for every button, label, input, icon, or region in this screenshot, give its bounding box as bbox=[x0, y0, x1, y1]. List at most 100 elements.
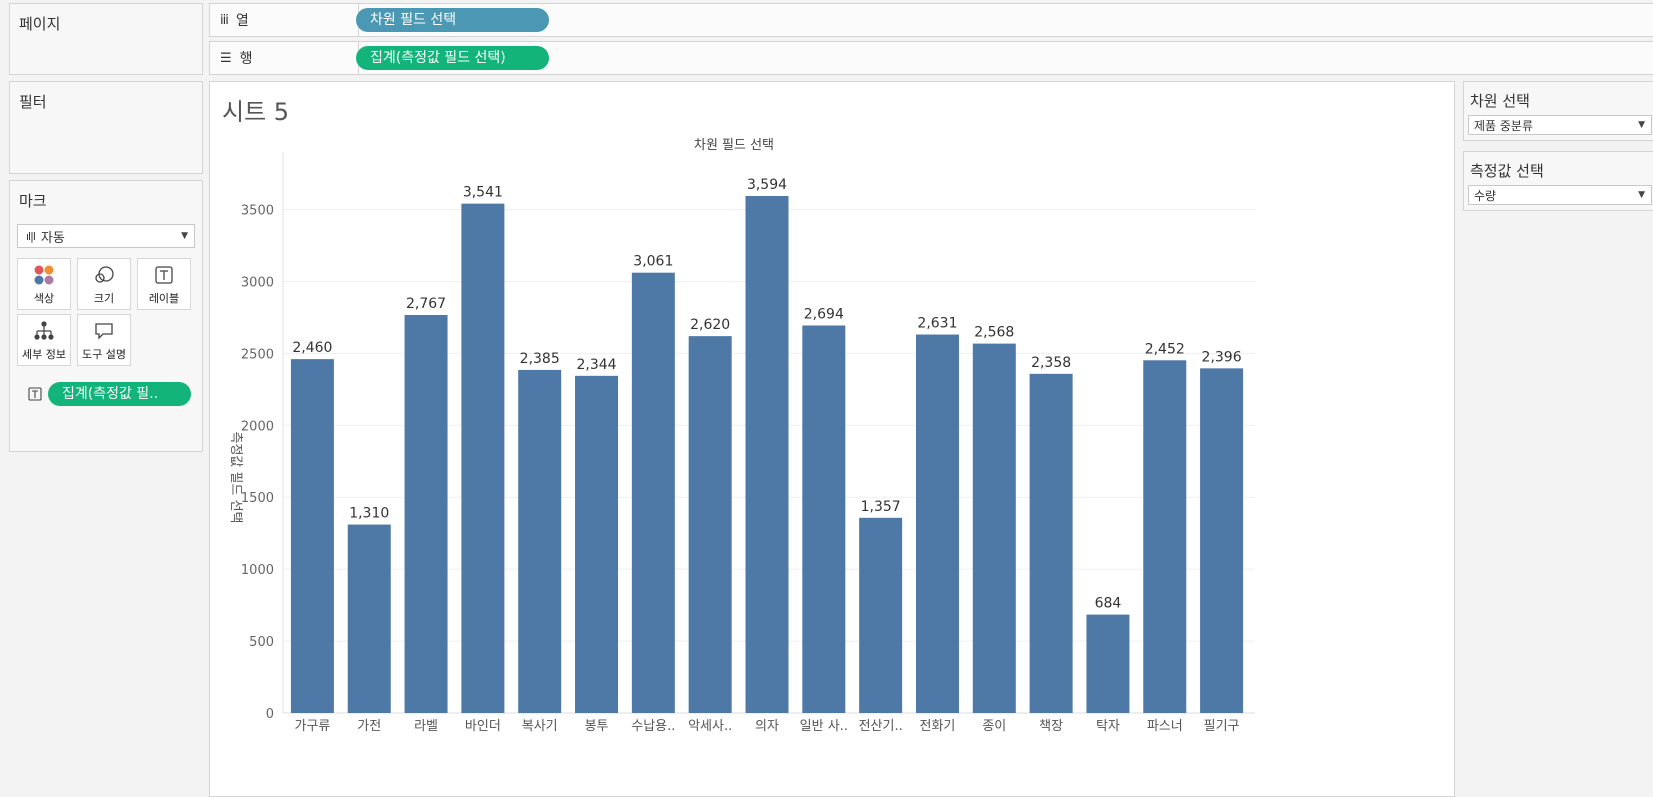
color-button[interactable]: 색상 bbox=[17, 258, 71, 310]
x-tick-label: 전산기.. bbox=[859, 719, 903, 734]
columns-label: 열 bbox=[235, 13, 249, 29]
dimension-parameter-card: 차원 선택 제품 중분류 ▼ bbox=[1463, 81, 1653, 141]
tooltip-button[interactable]: 도구 설명 bbox=[77, 314, 131, 366]
bar bbox=[461, 203, 505, 713]
columns-shelf-label-wrap: iii 열 bbox=[220, 10, 249, 30]
data-label: 2,568 bbox=[974, 325, 1014, 341]
mark-type-value: 자동 bbox=[40, 230, 65, 246]
data-label: 3,594 bbox=[747, 177, 787, 193]
measure-parameter-card: 측정값 선택 수량 ▼ bbox=[1463, 151, 1653, 211]
x-tick-label: 일반 사.. bbox=[800, 719, 848, 734]
bar bbox=[802, 325, 846, 713]
rows-pill[interactable]: 집계(측정값 필드 선택) bbox=[356, 46, 549, 70]
x-tick-label: 필기구 bbox=[1204, 719, 1240, 734]
y-tick-label: 3000 bbox=[241, 275, 274, 290]
bar bbox=[1200, 368, 1244, 713]
worksheet: 시트 5 차원 필드 선택 0 500 1000 1500 2000 2500 3000 350… bbox=[209, 81, 1455, 797]
x-tick-label: 탁자 bbox=[1096, 719, 1120, 734]
hierarchy-icon bbox=[18, 320, 70, 346]
y-tick-label: 3500 bbox=[241, 204, 274, 219]
dimension-select-value: 제품 중분류 bbox=[1474, 118, 1534, 133]
data-label: 2,452 bbox=[1145, 341, 1185, 357]
bar bbox=[1086, 614, 1130, 713]
rows-label: 행 bbox=[239, 51, 253, 67]
y-tick-label: 1000 bbox=[241, 563, 274, 578]
bar bbox=[631, 272, 675, 713]
y-tick-label: 2500 bbox=[241, 347, 274, 362]
x-tick-label: 파스너 bbox=[1147, 719, 1183, 734]
bar bbox=[575, 375, 619, 713]
x-tick-label: 가구류 bbox=[294, 719, 330, 734]
chevron-down-icon: ▼ bbox=[1638, 120, 1645, 130]
mark-type-dropdown[interactable]: ıl|l 자동 ▼ bbox=[17, 224, 195, 248]
detail-label: 세부 정보 bbox=[22, 348, 66, 361]
x-tick-label: 가전 bbox=[357, 719, 381, 734]
bar bbox=[915, 334, 959, 713]
x-tick-label: 복사기 bbox=[522, 719, 558, 734]
dimension-select[interactable]: 제품 중분류 ▼ bbox=[1468, 115, 1652, 135]
bar-chart: 차원 필드 선택 0 500 1000 1500 2000 2500 3000 3500 측정값 … bbox=[228, 138, 1255, 734]
columns-pill[interactable]: 차원 필드 선택 bbox=[356, 8, 549, 32]
bar bbox=[859, 517, 903, 713]
label-button[interactable]: 레이블 bbox=[137, 258, 191, 310]
data-label: 1,310 bbox=[349, 506, 389, 522]
x-tick-label: 봉투 bbox=[585, 719, 609, 734]
label-field-pill[interactable]: 집계(측정값 필.. bbox=[48, 382, 191, 406]
data-label: 2,396 bbox=[1202, 349, 1242, 365]
rows-shelf[interactable]: ☰ 행 집계(측정값 필드 선택) bbox=[209, 41, 1653, 75]
data-label: 3,541 bbox=[463, 185, 503, 201]
y-axis-label: 측정값 필드 선택 bbox=[228, 432, 243, 524]
label-label: 레이블 bbox=[148, 292, 180, 305]
data-label: 3,061 bbox=[633, 254, 673, 270]
dimension-param-title: 차원 선택 bbox=[1470, 92, 1530, 110]
data-label: 2,620 bbox=[690, 317, 730, 333]
text-label-icon bbox=[138, 264, 190, 290]
pages-title: 페이지 bbox=[19, 15, 61, 33]
columns-icon: iii bbox=[220, 12, 229, 28]
parameters-panel: 차원 선택 제품 중분류 ▼ 측정값 선택 수량 ▼ bbox=[1461, 81, 1653, 797]
bar bbox=[745, 196, 789, 714]
x-tick-label: 바인더 bbox=[465, 719, 501, 734]
y-tick-label: 500 bbox=[249, 635, 274, 650]
y-tick-label: 0 bbox=[266, 707, 274, 722]
bar bbox=[290, 359, 334, 713]
filters-card[interactable]: 필터 bbox=[9, 81, 203, 174]
x-tick-label: 라벨 bbox=[414, 719, 438, 734]
x-tick-label: 책장 bbox=[1039, 719, 1063, 734]
data-label: 2,344 bbox=[576, 357, 616, 373]
detail-button[interactable]: 세부 정보 bbox=[17, 314, 71, 366]
chart-title: 차원 필드 선택 bbox=[694, 138, 774, 153]
data-label: 2,631 bbox=[917, 316, 957, 332]
data-label: 2,358 bbox=[1031, 355, 1071, 371]
marks-title: 마크 bbox=[19, 192, 47, 210]
filters-title: 필터 bbox=[19, 93, 47, 111]
bar bbox=[347, 524, 391, 713]
sheet-title: 시트 5 bbox=[222, 98, 290, 126]
text-label-icon bbox=[28, 386, 42, 405]
bar bbox=[972, 343, 1016, 713]
bar bbox=[1143, 360, 1187, 713]
rows-icon: ☰ bbox=[220, 50, 232, 66]
x-tick-label: 전화기 bbox=[920, 719, 956, 734]
speech-bubble-icon bbox=[78, 320, 130, 346]
data-label: 2,694 bbox=[804, 306, 844, 322]
measure-select[interactable]: 수량 ▼ bbox=[1468, 185, 1652, 205]
chevron-down-icon: ▼ bbox=[181, 231, 188, 241]
measure-param-title: 측정값 선택 bbox=[1470, 162, 1544, 180]
measure-select-value: 수량 bbox=[1474, 188, 1497, 203]
color-label: 색상 bbox=[33, 292, 55, 305]
size-button[interactable]: 크기 bbox=[77, 258, 131, 310]
y-tick-label: 2000 bbox=[241, 419, 274, 434]
data-label: 1,357 bbox=[861, 499, 901, 515]
color-dots-icon bbox=[18, 264, 70, 290]
rows-shelf-label-wrap: ☰ 행 bbox=[220, 48, 253, 68]
bar-chart-icon: ıl|l bbox=[26, 229, 36, 243]
x-tick-label: 악세사.. bbox=[688, 719, 732, 734]
data-label: 2,460 bbox=[292, 340, 332, 356]
columns-shelf[interactable]: iii 열 차원 필드 선택 bbox=[209, 3, 1653, 37]
bar bbox=[404, 314, 448, 713]
x-tick-label: 종이 bbox=[982, 719, 1006, 734]
chevron-down-icon: ▼ bbox=[1638, 190, 1645, 200]
y-tick-label: 1500 bbox=[241, 491, 274, 506]
pages-card: 페이지 bbox=[9, 3, 203, 75]
